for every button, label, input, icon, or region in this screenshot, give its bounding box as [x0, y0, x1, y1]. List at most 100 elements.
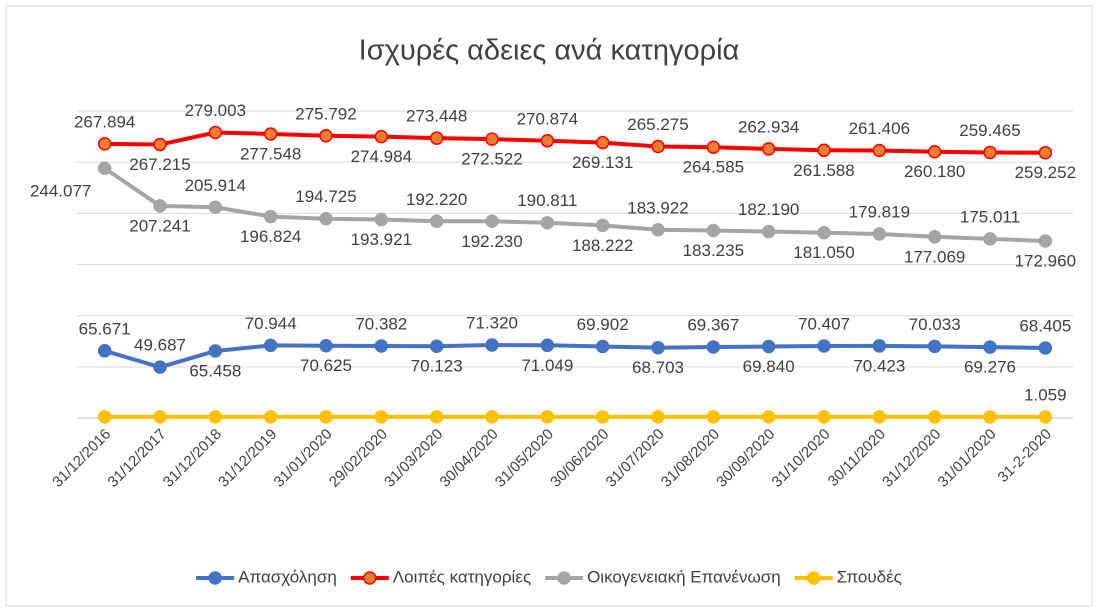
marker [263, 410, 278, 424]
marker [595, 218, 610, 233]
chart-title: Ισχυρές αδειες ανά κατηγορία [359, 35, 740, 67]
marker [319, 211, 333, 226]
marker [817, 410, 831, 424]
legend-label: Σπουδές [837, 567, 902, 586]
data-label: 207.241 [129, 216, 190, 235]
data-label: 69.840 [743, 357, 795, 376]
marker [817, 339, 831, 353]
marker [927, 230, 942, 244]
marker [485, 132, 499, 146]
data-label: 192.220 [406, 190, 467, 209]
legend-label: Οικογενειακή Επανένωση [587, 567, 781, 586]
marker [429, 214, 444, 229]
marker [1038, 341, 1053, 355]
marker [651, 410, 665, 424]
data-label: 261.406 [849, 119, 910, 138]
data-label: 275.792 [295, 104, 356, 123]
marker [263, 338, 278, 353]
marker [1038, 234, 1053, 248]
marker [872, 227, 887, 241]
legend-swatch-marker [557, 571, 571, 585]
marker [208, 410, 223, 424]
marker [485, 214, 499, 229]
data-label: 49.687 [134, 336, 186, 355]
marker [651, 340, 665, 355]
marker [983, 340, 997, 354]
marker [97, 344, 112, 358]
marker [429, 410, 444, 424]
data-label: 70.407 [798, 314, 850, 333]
data-label: 68.703 [632, 358, 684, 377]
marker [817, 225, 831, 240]
data-label: 260.180 [904, 162, 965, 181]
data-label: 70.123 [411, 357, 463, 376]
marker [595, 135, 610, 150]
data-label: 183.922 [627, 198, 688, 217]
marker [706, 140, 721, 154]
marker [429, 339, 444, 353]
data-label: 264.585 [683, 158, 744, 177]
legend-swatch-marker [363, 571, 377, 585]
series-line [104, 130, 1046, 155]
marker [319, 338, 333, 353]
data-label: 70.625 [300, 356, 352, 375]
data-label: 267.894 [74, 112, 135, 131]
data-label: 68.405 [1019, 316, 1071, 335]
marker [97, 161, 112, 175]
marker [983, 145, 997, 160]
data-label: 194.725 [295, 187, 356, 206]
data-label: 265.275 [627, 115, 688, 134]
series-line [103, 166, 1046, 244]
data-label: 259.252 [1015, 163, 1076, 182]
data-label: 192.230 [461, 232, 522, 251]
marker [761, 339, 776, 354]
marker [153, 137, 167, 152]
marker [319, 410, 333, 424]
marker [97, 137, 112, 151]
data-label: 70.423 [853, 356, 905, 375]
marker [153, 199, 167, 213]
data-label: 69.902 [577, 315, 629, 334]
data-label: 70.382 [355, 314, 407, 333]
marker [706, 223, 721, 238]
marker [485, 410, 499, 424]
marker [872, 143, 887, 158]
data-label: 1.059 [1024, 385, 1067, 404]
data-label: 267.215 [129, 155, 190, 174]
marker [374, 212, 389, 227]
data-label: 193.921 [351, 230, 412, 249]
data-label: 273.448 [406, 107, 467, 126]
data-label: 188.222 [572, 236, 633, 255]
marker [208, 344, 223, 358]
marker [651, 139, 665, 154]
marker [983, 232, 997, 246]
data-label: 65.671 [79, 319, 131, 338]
marker [540, 215, 555, 230]
data-label: 69.367 [687, 315, 739, 334]
marker [485, 338, 499, 352]
marker [208, 200, 223, 215]
marker [263, 209, 278, 224]
marker [761, 224, 776, 239]
data-label: 69.276 [964, 358, 1016, 377]
data-label: 279.003 [185, 101, 246, 120]
series-line [104, 343, 1046, 370]
marker [927, 144, 942, 159]
marker [706, 410, 721, 424]
marker [263, 127, 278, 141]
marker [983, 410, 997, 424]
marker [153, 410, 167, 424]
marker [595, 339, 610, 354]
marker [817, 143, 831, 158]
marker [872, 410, 887, 424]
data-label: 270.874 [517, 109, 578, 128]
data-label: 172.960 [1015, 251, 1076, 270]
marker [761, 142, 776, 156]
marker [927, 339, 942, 354]
data-label: 70.944 [245, 314, 297, 333]
data-label: 274.984 [351, 147, 412, 166]
data-label: 261.588 [793, 161, 854, 180]
data-label: 179.819 [849, 202, 910, 221]
data-label: 182.190 [738, 200, 799, 219]
